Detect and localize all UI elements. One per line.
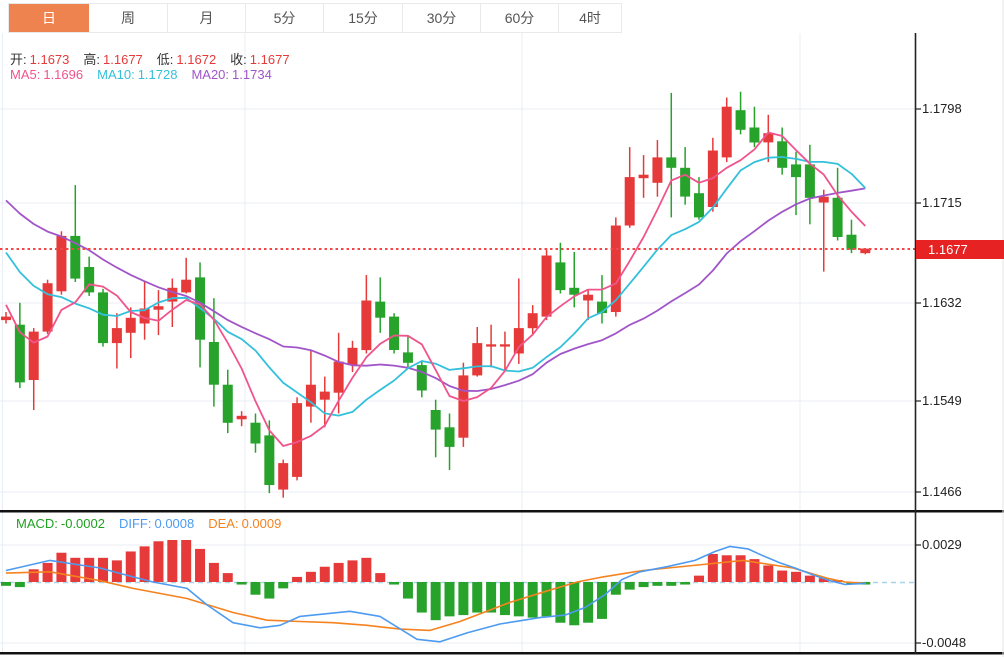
tab-30分[interactable]: 30分 xyxy=(403,4,481,32)
tab-周[interactable]: 周 xyxy=(89,4,168,32)
info-value: 1.1677 xyxy=(249,52,290,67)
price-axis-label: 1.1549 xyxy=(922,393,962,408)
info-value: 1.1673 xyxy=(29,52,70,67)
tab-5分[interactable]: 5分 xyxy=(246,4,324,32)
info-value: 1.1696 xyxy=(43,67,84,82)
ma-info-row: MA5: 1.1696 MA10: 1.1728 MA20: 1.1734 xyxy=(10,67,286,82)
tab-日[interactable]: 日 xyxy=(9,4,89,32)
price-axis-label: 1.1632 xyxy=(922,295,962,310)
info-label: MA5: xyxy=(10,67,41,82)
ma5-line xyxy=(5,131,866,447)
info-label: DIFF: xyxy=(118,516,152,531)
info-value: 1.1672 xyxy=(176,52,217,67)
macd-axis-label: -0.0048 xyxy=(922,635,967,650)
tab-60分[interactable]: 60分 xyxy=(481,4,559,32)
diff-line xyxy=(5,545,867,643)
info-label: 收: xyxy=(230,52,247,67)
info-value: 1.1677 xyxy=(103,52,143,67)
macd-info-row: MACD: -0.0002 DIFF: 0.0008 DEA: 0.0009 xyxy=(16,516,295,531)
macd-histogram xyxy=(1,540,871,626)
last-price-value: 1.1677 xyxy=(928,242,968,257)
info-value: -0.0002 xyxy=(60,516,105,531)
info-label: 低: xyxy=(156,52,174,67)
info-value: 0.0008 xyxy=(154,516,195,531)
info-label: DEA: xyxy=(208,516,239,531)
info-label: MA10: xyxy=(97,67,135,82)
price-axis-label: 1.1715 xyxy=(922,195,962,210)
gridlines xyxy=(0,33,915,652)
info-value: 1.1734 xyxy=(232,67,272,82)
ohlc-info-row: 开: 1.1673 高: 1.1677 低: 1.1672 收: 1.1677 xyxy=(10,49,304,68)
info-label: MACD: xyxy=(16,516,58,531)
info-label: 高: xyxy=(83,52,101,67)
ma20-line xyxy=(5,187,866,392)
tab-4时[interactable]: 4时 xyxy=(559,4,621,32)
info-label: MA20: xyxy=(191,67,230,82)
info-value: 0.0009 xyxy=(241,516,282,531)
tab-15分[interactable]: 15分 xyxy=(324,4,403,32)
timeframe-tab-bar: 日周月 5分 15分 30分 60分 4时 xyxy=(8,3,622,33)
tab-月[interactable]: 月 xyxy=(168,4,246,32)
dea-line xyxy=(5,559,867,632)
candlesticks xyxy=(1,91,871,498)
ma10-line xyxy=(5,156,866,417)
info-value: 1.1728 xyxy=(137,67,178,82)
price-axis-label: 1.1798 xyxy=(922,101,962,116)
macd-axis-label: 0.0029 xyxy=(922,537,962,552)
last-price-label: 1.1677 xyxy=(916,240,1004,259)
info-label: 开: xyxy=(10,52,27,67)
price-axis-label: 1.1466 xyxy=(922,484,962,499)
